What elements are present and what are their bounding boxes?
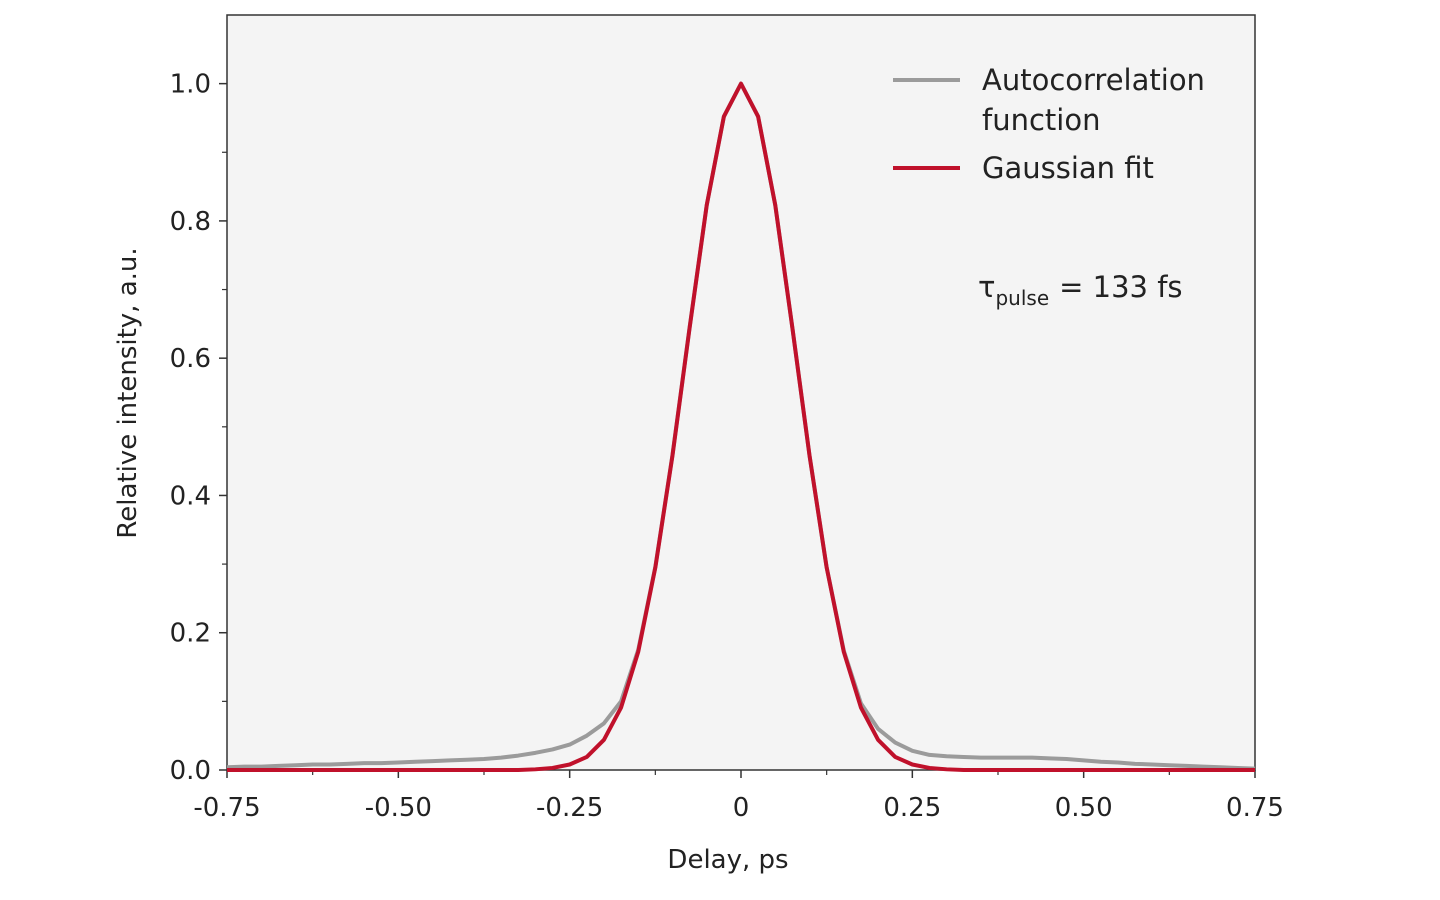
y-tick-label: 0.2 [170, 619, 211, 649]
annotation-text: = 133 fs [1059, 270, 1182, 304]
annotation-subscript: pulse [995, 286, 1049, 310]
y-tick-label: 1.0 [170, 70, 211, 100]
annotation: τpulse = 133 fs [978, 270, 1183, 310]
x-axis-label: Delay, ps [667, 845, 788, 875]
legend-label: Gaussian fit [982, 151, 1154, 185]
x-tick-label: 0.75 [1226, 793, 1284, 823]
x-tick-label: 0 [733, 793, 750, 823]
y-tick-label: 0.0 [170, 756, 211, 786]
x-tick-label: 0.25 [883, 793, 941, 823]
x-tick-label: 0.50 [1055, 793, 1113, 823]
legend-label: Autocorrelation function [982, 63, 1205, 137]
x-tick-label: -0.25 [536, 793, 603, 823]
plot-area [226, 14, 1256, 771]
series-line [227, 81, 1255, 772]
x-tick-label: -0.50 [365, 793, 432, 823]
y-tick-label: 0.6 [170, 344, 211, 374]
y-tick-label: 0.8 [170, 207, 211, 237]
y-axis-label: Relative intensity, a.u. [113, 247, 143, 538]
x-tick-label: -0.75 [193, 793, 260, 823]
annotation-symbol: τ [978, 270, 995, 304]
y-tick-label: 0.4 [170, 481, 211, 511]
